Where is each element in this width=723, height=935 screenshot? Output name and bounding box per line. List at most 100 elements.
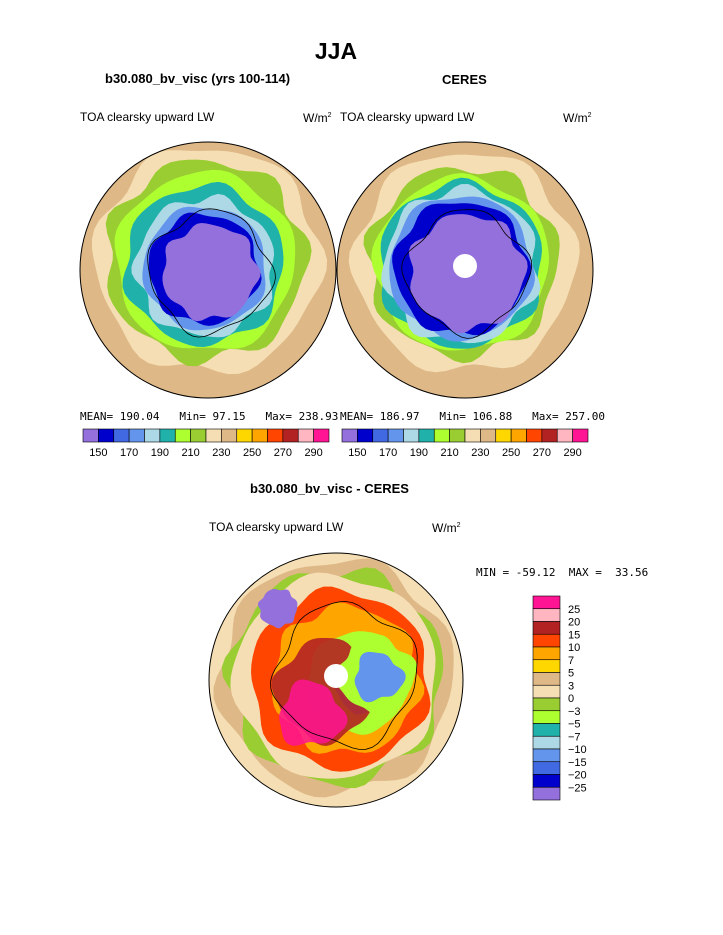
colorbar-tick-label: −5	[568, 719, 581, 731]
colorbar-tick-label: 15	[568, 629, 580, 641]
colorbar-box-7	[532, 684, 561, 699]
colorbar-box-4	[144, 428, 161, 443]
right-variable-label: TOA clearsky upward LW	[340, 110, 475, 124]
colorbar-box-0	[341, 428, 358, 443]
colorbar-tick-label: 290	[304, 447, 322, 459]
colorbar-tick-label: 210	[440, 447, 458, 459]
colorbar-tick-label: 210	[181, 447, 199, 459]
coastline	[270, 601, 418, 750]
colorbar-box-2	[372, 428, 389, 443]
colorbar-box-8	[205, 428, 222, 443]
colorbar-tick-label: −15	[568, 757, 587, 769]
colorbar-box-3	[387, 428, 404, 443]
colorbar-tick-label: 150	[348, 447, 366, 459]
colorbar-box-14	[556, 428, 573, 443]
left-stats: MEAN= 190.04 Min= 97.15 Max= 238.93	[80, 410, 339, 423]
colorbar-tick-label: 190	[410, 447, 428, 459]
colorbar-box-7	[190, 428, 207, 443]
page-title: JJA	[314, 38, 358, 64]
colorbar-box-5	[532, 659, 561, 673]
colorbar-box-6	[174, 428, 191, 443]
colorbar-tick-label: −20	[568, 770, 587, 782]
pole-hole	[453, 254, 477, 278]
colorbar-tick-label: 10	[568, 642, 580, 654]
coastline	[401, 209, 533, 339]
colorbar-box-13	[532, 761, 561, 775]
colorbar-tick-label: 230	[212, 447, 230, 459]
colorbar-1: 150 170 190 210 230 250 270 290	[341, 428, 589, 459]
colorbar-tick-label: −25	[568, 782, 587, 794]
colorbar-tick-label: 270	[274, 447, 292, 459]
colorbar-tick-label: 7	[568, 655, 574, 667]
colorbar-box-0	[82, 428, 99, 443]
colorbar-tick-label: 20	[568, 617, 580, 629]
colorbar-tick-label: 270	[533, 447, 551, 459]
pole-hole	[324, 664, 348, 688]
colorbar-box-5	[159, 428, 176, 443]
colorbar-box-6	[532, 672, 561, 686]
right-stats: MEAN= 186.97 Min= 106.88 Max= 257.00	[340, 410, 605, 423]
colorbar-tick-label: 0	[568, 693, 574, 705]
colorbar-tick-label: 170	[120, 447, 138, 459]
colorbar-box-1	[98, 428, 115, 443]
colorbar-tick-label: 250	[502, 447, 520, 459]
map-border	[336, 141, 594, 399]
colorbar-tick-label: −10	[568, 744, 587, 756]
colorbar-box-9	[221, 428, 238, 443]
colorbar-box-12	[267, 428, 284, 443]
colorbar-box-8	[464, 428, 481, 443]
colorbar-0: 150 170 190 210 230 250 270 290	[82, 428, 330, 459]
colorbar-tick-label: 5	[568, 668, 574, 680]
colorbar-tick-label: 150	[89, 447, 107, 459]
colorbar-box-12	[526, 428, 543, 443]
map-zone-diff-blue	[354, 651, 406, 703]
colorbar-box-15	[313, 428, 330, 443]
map-zone-diff-pink	[279, 679, 348, 746]
colorbar-box-11	[532, 735, 561, 750]
map-border	[79, 141, 337, 399]
colorbar-tick-label: 230	[471, 447, 489, 459]
diff-stats: MIN = -59.12 MAX = 33.56	[476, 566, 649, 579]
diff-panel-title: b30.080_bv_visc - CERES	[250, 481, 409, 496]
colorbar-box-5	[418, 428, 435, 443]
colorbar-tick-label: 290	[563, 447, 581, 459]
colorbar-box-10	[495, 428, 512, 443]
colorbar-tick-label: 25	[568, 604, 580, 616]
colorbar-box-3	[532, 633, 561, 648]
colorbar-box-10	[532, 723, 561, 737]
colorbar-box-2	[532, 621, 561, 635]
colorbar-box-0	[532, 595, 561, 610]
colorbar-box-1	[357, 428, 374, 443]
polar-map-2	[208, 552, 464, 808]
diff-variable-label: TOA clearsky upward LW	[209, 520, 344, 534]
colorbar-box-9	[532, 710, 561, 724]
polar-map-0	[79, 141, 337, 399]
colorbar-box-1	[532, 608, 561, 622]
polar-map-1	[336, 141, 594, 399]
map-border	[208, 552, 464, 808]
colorbar-box-7	[449, 428, 466, 443]
colorbar-box-12	[532, 748, 561, 763]
colorbar-box-14	[532, 774, 561, 788]
colorbar-box-14	[297, 428, 314, 443]
colorbar-box-8	[532, 697, 561, 712]
left-panel-title: b30.080_bv_visc (yrs 100-114)	[105, 71, 291, 86]
colorbar-box-4	[532, 646, 561, 661]
colorbar-box-6	[433, 428, 450, 443]
colorbar-box-10	[236, 428, 253, 443]
colorbar-box-15	[532, 786, 561, 801]
left-units-label: W/m2	[303, 111, 332, 125]
colorbar-box-13	[282, 428, 299, 443]
colorbar-box-15	[572, 428, 589, 443]
map-zone-150	[162, 223, 261, 322]
colorbar-tick-label: −3	[568, 706, 581, 718]
colorbar-tick-label: 250	[243, 447, 261, 459]
colorbar-box-11	[510, 428, 527, 443]
coastline	[147, 208, 276, 338]
right-units-label: W/m2	[563, 111, 592, 125]
colorbar-box-2	[113, 428, 130, 443]
left-variable-label: TOA clearsky upward LW	[80, 110, 215, 124]
colorbar-box-11	[251, 428, 268, 443]
colorbar-box-4	[403, 428, 420, 443]
